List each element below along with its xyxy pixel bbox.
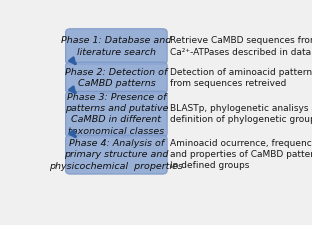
Text: Phase 4: Analysis of
primary structure and
physicochemical  properties: Phase 4: Analysis of primary structure a…	[49, 139, 183, 171]
Text: Aminoacid ocurrence, frequency
and properties of CaMBD patterns
in defined group: Aminoacid ocurrence, frequency and prope…	[170, 139, 312, 170]
FancyBboxPatch shape	[66, 135, 167, 174]
Text: Phase 3: Presence of
patterns and putative
CaMBD in different
taxonomical classe: Phase 3: Presence of patterns and putati…	[65, 92, 168, 136]
Text: BLASTp, phylogenetic analisys and
definition of phylogenetic groups: BLASTp, phylogenetic analisys and defini…	[170, 104, 312, 124]
Text: Retrieve CaMBD sequences from
Ca²⁺-ATPases described in databases: Retrieve CaMBD sequences from Ca²⁺-ATPas…	[170, 36, 312, 56]
Text: Phase 1: Database and
literature search: Phase 1: Database and literature search	[61, 36, 172, 57]
Text: Phase 2: Detection of
CaMBD patterns: Phase 2: Detection of CaMBD patterns	[65, 68, 168, 88]
FancyBboxPatch shape	[66, 62, 167, 93]
Text: Detection of aminoacid patterns
from sequences retreived: Detection of aminoacid patterns from seq…	[170, 68, 312, 88]
FancyBboxPatch shape	[66, 91, 167, 137]
FancyBboxPatch shape	[66, 29, 167, 64]
